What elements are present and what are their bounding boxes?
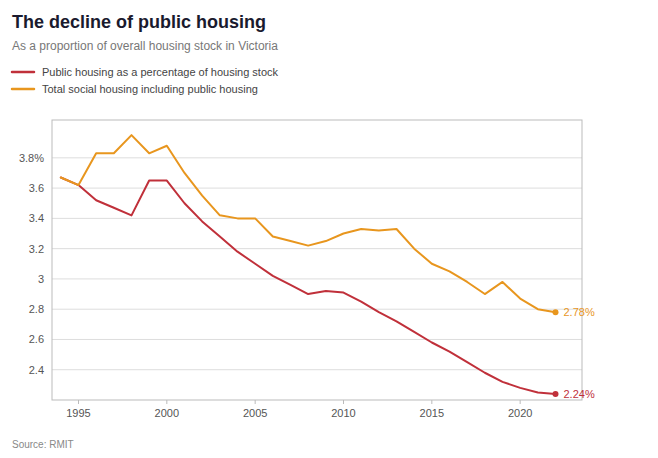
series-line <box>61 135 556 312</box>
legend-label: Total social housing including public ho… <box>42 83 258 95</box>
y-tick-label: 3.4 <box>29 212 44 224</box>
x-tick-label: 2005 <box>243 407 267 419</box>
grid-line <box>52 339 582 340</box>
background <box>0 0 658 458</box>
annotations: 2.24% 2.78% <box>564 306 595 400</box>
x-tick-label: 2000 <box>155 407 179 419</box>
x-tick <box>166 400 167 404</box>
y-tick-label: 2.4 <box>29 364 44 376</box>
end-label: 2.24% <box>564 388 595 400</box>
y-tick-label: 3.8% <box>19 152 44 164</box>
plot-frame <box>52 120 582 400</box>
end-dot <box>553 391 559 397</box>
legend: Public housing as a percentage of housin… <box>12 66 279 95</box>
grid-line <box>52 248 582 249</box>
y-tick-label: 2.8 <box>29 303 44 315</box>
end-label: 2.78% <box>564 306 595 318</box>
y-tick-label: 3.6 <box>29 182 44 194</box>
subtitle: As a proportion of overall housing stock… <box>12 39 278 53</box>
source: Source: RMIT <box>12 439 74 450</box>
grid-line <box>52 157 582 158</box>
x-tick-label: 2010 <box>331 407 355 419</box>
legend-swatch <box>12 88 34 91</box>
y-tick-label: 3 <box>38 273 44 285</box>
data <box>61 135 559 397</box>
x-tick-label: 1995 <box>66 407 90 419</box>
y-axis: 2.4 2.6 2.8 3 3.2 3.4 3.6 3.8% <box>19 152 582 376</box>
grid-line <box>52 218 582 219</box>
x-tick <box>431 400 432 404</box>
x-tick-label: 2015 <box>420 407 444 419</box>
x-tick <box>255 400 256 404</box>
grid-line <box>52 369 582 370</box>
x-tick <box>78 400 79 404</box>
chart: The decline of public housing As a propor… <box>0 0 658 458</box>
grid-line <box>52 188 582 189</box>
grid-line <box>52 309 582 310</box>
end-dot <box>553 309 559 315</box>
x-axis: 1995 2000 2005 2010 2015 2020 <box>66 400 532 419</box>
x-tick <box>520 400 521 404</box>
x-tick-label: 2020 <box>508 407 532 419</box>
legend-label: Public housing as a percentage of housin… <box>42 66 279 78</box>
series-line <box>61 178 556 394</box>
legend-swatch <box>12 71 34 74</box>
y-tick-label: 2.6 <box>29 333 44 345</box>
grid-line <box>52 278 582 279</box>
x-tick <box>343 400 344 404</box>
y-tick-label: 3.2 <box>29 243 44 255</box>
title: The decline of public housing <box>12 12 266 32</box>
